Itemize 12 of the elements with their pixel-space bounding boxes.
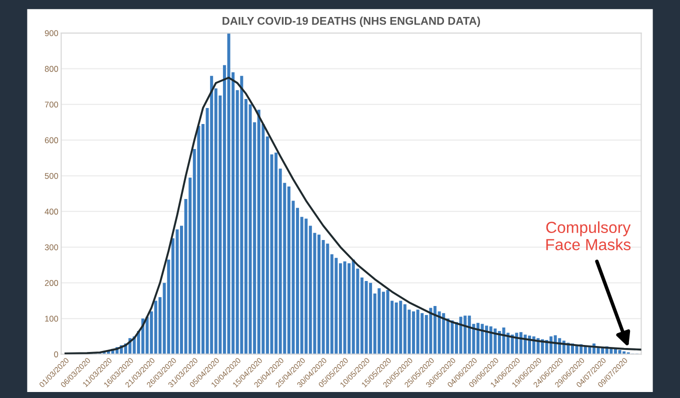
y-tick-label: 600 — [44, 137, 58, 144]
chart-title: DAILY COVID-19 DEATHS (NHS ENGLAND DATA) — [222, 16, 480, 28]
y-tick-label: 0 — [54, 351, 58, 358]
y-tick-label: 100 — [45, 316, 58, 322]
y-tick-label: 800 — [44, 66, 58, 72]
y-tick-label: 900 — [44, 30, 58, 36]
y-tick-label: 400 — [44, 208, 58, 215]
y-tick-label: 700 — [44, 102, 58, 108]
y-tick-label: 500 — [44, 172, 58, 179]
y-tick-label: 300 — [44, 244, 58, 250]
y-tick-label: 200 — [44, 280, 58, 286]
annotation: Compulsory Face Masks — [546, 221, 631, 250]
